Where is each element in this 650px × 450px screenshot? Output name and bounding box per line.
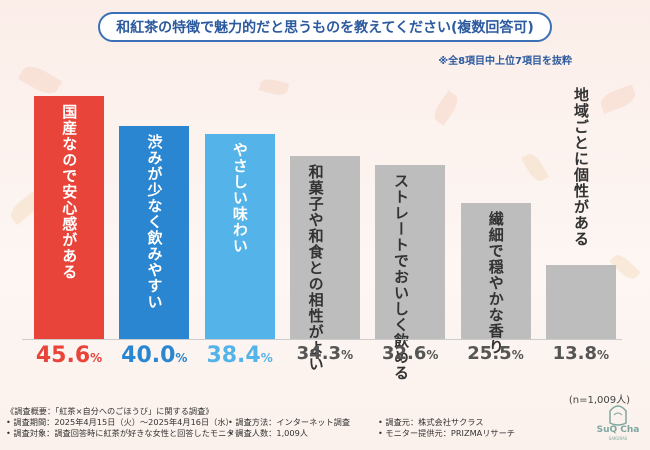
value-label-6: 25.5% bbox=[467, 343, 524, 364]
footer-cell: • 調査人数：1,009人 bbox=[228, 428, 308, 438]
chart-title: 和紅茶の特徴で魅力的だと思うものを教えてください(複数回答可) bbox=[116, 20, 534, 36]
bar-3 bbox=[204, 134, 275, 339]
footer-cell: 《調査概要：「紅茶×自分へのごほうび」に関する調査》 bbox=[6, 406, 214, 416]
bar-4 bbox=[289, 156, 360, 339]
bar-label-4: 和菓子や和食との相性がよい bbox=[306, 164, 325, 373]
bar-label-3: やさしい味わい bbox=[230, 142, 249, 255]
footer-cell: • 調査元：株式会社サクラス bbox=[378, 417, 484, 427]
logo-sub: SAKURAS bbox=[608, 436, 628, 441]
chart-subtitle: ※全8項目中上位7項目を抜粋 bbox=[438, 56, 572, 67]
bar-label-5: ストレートでおいしく飲める bbox=[391, 173, 410, 382]
bar-2 bbox=[119, 125, 190, 339]
sample-size-label: (n=1,009人) bbox=[568, 395, 630, 406]
value-label-4: 34.3% bbox=[296, 343, 354, 364]
bar-label-2: 渋みが少なく飲みやすい bbox=[145, 133, 164, 310]
value-label-5: 32.6% bbox=[381, 343, 439, 364]
footer-cell: • 調査方法：インターネット調査 bbox=[228, 417, 351, 427]
chart-title-box: 和紅茶の特徴で魅力的だと思うものを教えてください(複数回答可) bbox=[98, 12, 552, 42]
bar-7 bbox=[545, 265, 616, 339]
bar-label-6: 繊細で穏やかな香り bbox=[486, 211, 505, 356]
value-label-3: 38.4% bbox=[206, 343, 273, 368]
value-label-7: 13.8% bbox=[552, 343, 610, 364]
footer-row-1: 《調査概要：「紅茶×自分へのごほうび」に関する調査》 bbox=[6, 406, 528, 417]
bar-label-7: 地域ごとに個性がある bbox=[572, 87, 591, 248]
value-label-2: 40.0% bbox=[121, 343, 188, 368]
bar-label-1: 国産なので安心感がある bbox=[60, 104, 79, 280]
bar-5 bbox=[375, 165, 446, 339]
bar-1 bbox=[34, 96, 104, 339]
footer-cell: • 調査期間：2025年4月15日（火）〜2025年4月16日（水） bbox=[6, 417, 234, 427]
value-label-1: 45.6% bbox=[35, 343, 103, 368]
footer-row-3: • 調査対象：調査回答時に紅茶が好きな女性と回答したモニター • 調査人数：1,0… bbox=[6, 428, 528, 439]
chart-baseline bbox=[22, 339, 622, 340]
bar-6 bbox=[460, 203, 531, 339]
footer-cell: • 調査対象：調査回答時に紅茶が好きな女性と回答したモニター bbox=[6, 428, 243, 438]
survey-footer: 《調査概要：「紅茶×自分へのごほうび」に関する調査》 • 調査期間：2025年4月… bbox=[6, 406, 528, 439]
brand-logo: SuQ Cha SAKURAS bbox=[596, 403, 640, 445]
cup-icon bbox=[609, 405, 627, 426]
footer-cell: • モニター提供元：PRIZMAリサーチ bbox=[378, 428, 515, 438]
logo-name: SuQ Cha bbox=[596, 425, 640, 435]
footer-row-2: • 調査期間：2025年4月15日（火）〜2025年4月16日（水） • 調査方法… bbox=[6, 417, 528, 428]
